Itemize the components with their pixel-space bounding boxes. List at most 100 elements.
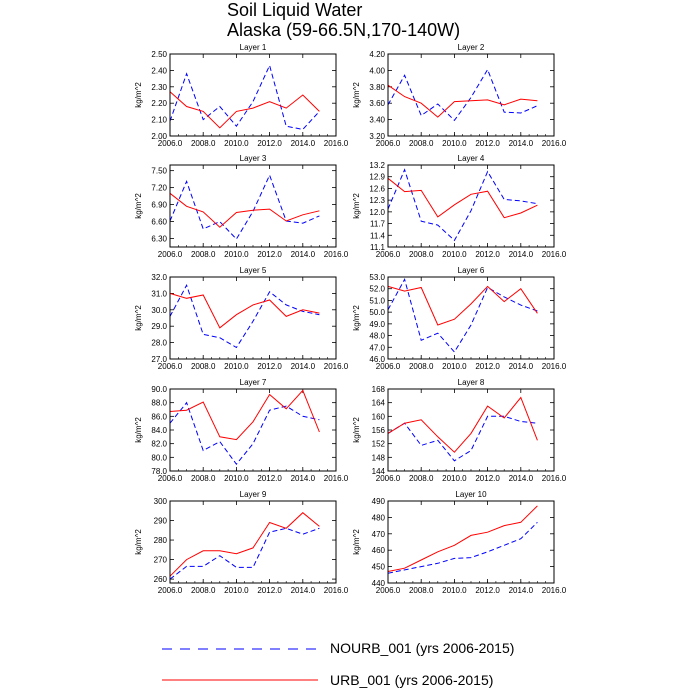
y-tick-label: 6.60 [151, 218, 167, 227]
panel-layer-1: Layer 1 kg/m^2 2006.0 2008.0 2010.0 2012.0 201… [134, 43, 349, 148]
y-tick-label: 148 [372, 453, 386, 462]
x-tick-label: 2012.0 [257, 139, 282, 148]
panel-layer-4: Layer 4 kg/m^2 2006.0 2008.0 2010.0 2012.0 201… [352, 154, 567, 259]
y-tick-label: 84.0 [151, 426, 167, 435]
y-tick-label: 2.10 [151, 116, 167, 125]
legend-label-urb: URB_001 (yrs 2006-2015) [330, 672, 494, 688]
y-axis-label: kg/m^2 [352, 529, 361, 555]
series-line-urb [387, 396, 538, 453]
panel-layer-10: Layer 10 kg/m^2 2006.0 2008.0 2010.0 2012.0 20… [352, 490, 567, 595]
x-tick-label: 2012.0 [257, 474, 282, 483]
series-line-nourb [387, 415, 538, 462]
x-tick-label: 2006.0 [158, 139, 183, 148]
y-tick-label: 3.60 [369, 99, 385, 108]
y-tick-label: 152 [372, 440, 386, 449]
y-tick-label: 90.0 [151, 385, 167, 394]
series-line-nourb [387, 168, 538, 242]
y-tick-label: 290 [154, 517, 168, 526]
x-tick-label: 2008.0 [409, 586, 434, 595]
x-tick-label: 2014.0 [291, 474, 316, 483]
series-line-urb [169, 292, 320, 329]
plot-frame [169, 53, 337, 137]
x-tick-label: 2016.0 [324, 362, 349, 371]
x-tick-label: 2016.0 [542, 139, 567, 148]
y-tick-label: 270 [154, 556, 168, 565]
y-tick-label: 88.0 [151, 399, 167, 408]
plot-frame [387, 276, 555, 360]
panel-layer-8: Layer 8 kg/m^2 2006.0 2008.0 2010.0 2012.0 201… [352, 378, 567, 483]
y-tick-label: 52.0 [369, 285, 385, 294]
panel-layer-3: Layer 3 kg/m^2 2006.0 2008.0 2010.0 2012.0 201… [134, 154, 349, 259]
y-tick-label: 280 [154, 536, 168, 545]
y-axis-label: kg/m^2 [134, 305, 143, 331]
y-tick-label: 460 [372, 546, 386, 555]
x-tick-label: 2012.0 [475, 474, 500, 483]
series-line-nourb [169, 527, 320, 580]
x-tick-label: 2014.0 [291, 139, 316, 148]
y-tick-label: 164 [372, 399, 386, 408]
series-line-nourb [169, 173, 320, 240]
legend [162, 648, 318, 681]
panel-title: Layer 2 [458, 43, 485, 52]
x-tick-label: 2010.0 [224, 139, 249, 148]
x-tick-label: 2012.0 [475, 586, 500, 595]
series-line-urb [387, 505, 538, 572]
y-tick-label: 4.20 [369, 50, 385, 59]
panel-title: Layer 6 [458, 266, 485, 275]
x-tick-label: 2008.0 [191, 139, 216, 148]
y-tick-label: 53.0 [369, 273, 385, 282]
y-axis-label: kg/m^2 [134, 193, 143, 219]
x-tick-label: 2006.0 [376, 474, 401, 483]
x-tick-label: 2010.0 [442, 586, 467, 595]
y-axis-label: kg/m^2 [352, 193, 361, 219]
legend-label-nourb: NOURB_001 (yrs 2006-2015) [330, 640, 515, 656]
x-tick-label: 2010.0 [442, 474, 467, 483]
x-tick-label: 2008.0 [409, 362, 434, 371]
x-tick-label: 2008.0 [409, 139, 434, 148]
x-tick-label: 2006.0 [376, 139, 401, 148]
x-tick-label: 2010.0 [442, 250, 467, 259]
panel-title: Layer 10 [455, 490, 487, 499]
y-axis-label: kg/m^2 [352, 417, 361, 443]
y-tick-label: 144 [372, 467, 386, 476]
y-tick-label: 13.2 [369, 161, 385, 170]
y-tick-label: 156 [372, 426, 386, 435]
y-tick-label: 48.0 [369, 332, 385, 341]
y-tick-label: 7.20 [151, 184, 167, 193]
x-tick-label: 2010.0 [224, 474, 249, 483]
panel-layer-5: Layer 5 kg/m^2 2006.0 2008.0 2010.0 2012.0 201… [134, 266, 349, 371]
series-line-urb [169, 91, 320, 129]
y-tick-label: 440 [372, 579, 386, 588]
plot-frame [169, 388, 337, 472]
series-line-urb [169, 389, 320, 441]
x-tick-label: 2012.0 [257, 586, 282, 595]
y-tick-label: 160 [372, 412, 386, 421]
y-tick-label: 2.20 [151, 99, 167, 108]
plot-frame [169, 164, 337, 248]
series-line-nourb [387, 68, 538, 122]
series-line-nourb [169, 283, 320, 349]
y-tick-label: 28.0 [151, 339, 167, 348]
y-tick-label: 32.0 [151, 273, 167, 282]
x-tick-label: 2016.0 [542, 474, 567, 483]
x-tick-label: 2008.0 [191, 362, 216, 371]
x-tick-label: 2014.0 [291, 362, 316, 371]
y-tick-label: 168 [372, 385, 386, 394]
x-tick-label: 2010.0 [442, 362, 467, 371]
series-line-urb [169, 512, 320, 577]
x-tick-label: 2008.0 [409, 474, 434, 483]
y-tick-label: 30.0 [151, 306, 167, 315]
x-tick-label: 2010.0 [224, 586, 249, 595]
x-tick-label: 2008.0 [409, 250, 434, 259]
y-tick-label: 80.0 [151, 453, 167, 462]
x-tick-label: 2012.0 [475, 139, 500, 148]
series-line-urb [387, 84, 538, 118]
x-tick-label: 2014.0 [509, 250, 534, 259]
y-tick-label: 2.00 [151, 132, 167, 141]
series-line-urb [387, 177, 538, 219]
x-tick-label: 2012.0 [475, 362, 500, 371]
x-tick-label: 2016.0 [324, 586, 349, 595]
y-tick-label: 47.0 [369, 343, 385, 352]
x-tick-label: 2014.0 [291, 250, 316, 259]
